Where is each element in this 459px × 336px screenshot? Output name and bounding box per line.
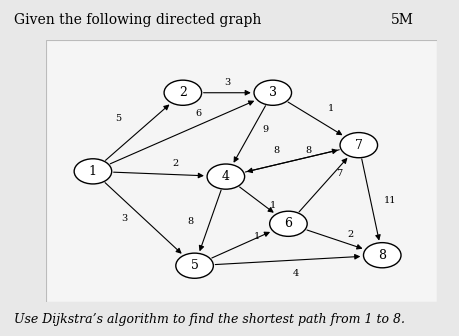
- Text: 2: 2: [179, 86, 186, 99]
- Text: 5: 5: [115, 115, 121, 123]
- Text: 4: 4: [221, 170, 230, 183]
- Text: 8: 8: [187, 217, 193, 226]
- Text: 11: 11: [383, 196, 396, 205]
- Text: 3: 3: [224, 78, 230, 87]
- Circle shape: [339, 133, 377, 158]
- Text: 3: 3: [268, 86, 276, 99]
- Circle shape: [207, 164, 244, 189]
- FancyBboxPatch shape: [46, 40, 436, 302]
- Text: 2: 2: [347, 230, 353, 239]
- Circle shape: [269, 211, 307, 236]
- Text: 8: 8: [273, 146, 279, 155]
- Text: 5: 5: [190, 259, 198, 272]
- Text: 7: 7: [336, 169, 341, 178]
- Text: 6: 6: [284, 217, 292, 230]
- Text: 4: 4: [292, 269, 299, 278]
- Text: 3: 3: [121, 214, 127, 223]
- Text: 6: 6: [195, 109, 201, 118]
- Text: 2: 2: [172, 159, 178, 168]
- Text: 8: 8: [377, 249, 386, 262]
- Circle shape: [175, 253, 213, 278]
- Text: 7: 7: [354, 139, 362, 152]
- Text: 5M: 5M: [390, 13, 413, 27]
- Circle shape: [74, 159, 112, 184]
- Text: 8: 8: [304, 146, 310, 155]
- Text: 1: 1: [253, 233, 260, 241]
- Circle shape: [253, 80, 291, 105]
- Text: 9: 9: [261, 125, 268, 134]
- Text: Given the following directed graph: Given the following directed graph: [14, 13, 261, 27]
- Circle shape: [363, 243, 400, 268]
- Text: 1: 1: [328, 104, 334, 113]
- Text: 1: 1: [89, 165, 97, 178]
- Circle shape: [164, 80, 201, 105]
- Text: Use Dijkstra’s algorithm to find the shortest path from 1 to 8.: Use Dijkstra’s algorithm to find the sho…: [14, 313, 404, 326]
- Text: 1: 1: [269, 201, 275, 210]
